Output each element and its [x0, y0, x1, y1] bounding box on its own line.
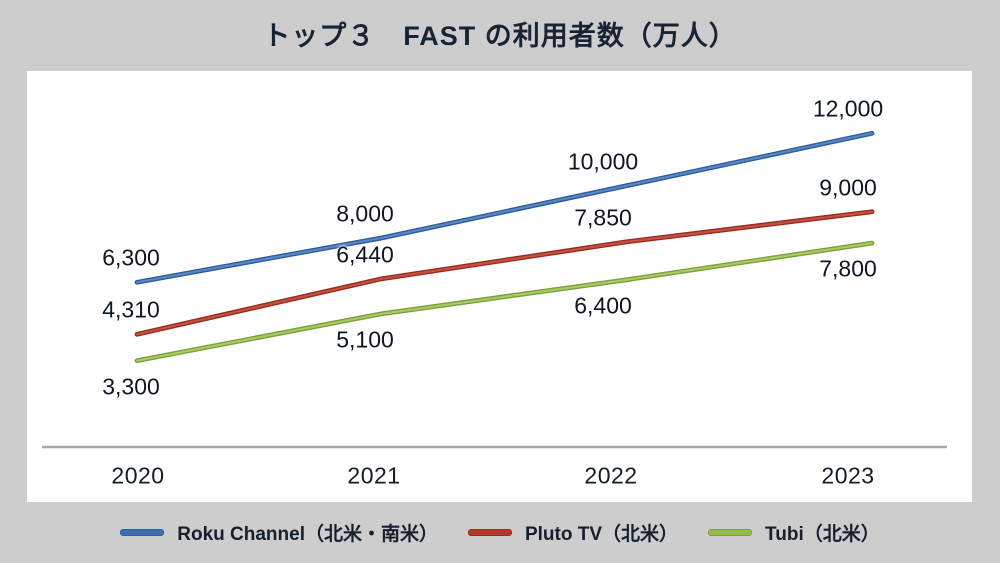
data-label-tubi-2020: 3,300	[102, 373, 160, 400]
legend-label-roku-channel: Roku Channel（北米・南米）	[177, 523, 438, 545]
data-label-roku-channel-2022: 10,000	[567, 148, 639, 175]
x-tick-2022: 2022	[584, 462, 638, 489]
legend-item-roku-channel: Roku Channel（北米・南米）	[120, 519, 438, 546]
chart-title: トップ３ FAST の利用者数（万人）	[263, 21, 737, 51]
x-tick-2023: 2023	[821, 462, 875, 489]
data-label-pluto-tv-2023: 9,000	[819, 174, 877, 201]
x-tick-2020: 2020	[111, 462, 165, 489]
tubi-line-highlight	[136, 242, 873, 362]
data-label-roku-channel-2023: 12,000	[812, 95, 884, 122]
legend-item-tubi: Tubi（北米）	[708, 519, 880, 546]
legend-label-pluto-tv: Pluto TV（北米）	[524, 523, 679, 545]
pluto-tv-line-highlight	[136, 210, 873, 336]
x-tick-2021: 2021	[347, 462, 401, 489]
tubi-line-swatch-icon	[708, 528, 753, 536]
data-label-pluto-tv-2021: 6,440	[336, 241, 394, 268]
line-plot	[42, 130, 947, 449]
pluto-tv-line	[134, 209, 875, 337]
data-label-tubi-2021: 5,100	[336, 326, 394, 353]
pluto-tv-line-swatch-icon	[467, 528, 512, 536]
data-label-pluto-tv-2022: 7,850	[574, 204, 632, 231]
data-label-pluto-tv-2020: 4,310	[102, 296, 160, 323]
roku-channel-line-highlight	[136, 132, 873, 284]
legend-label-tubi: Tubi（北米）	[765, 523, 880, 545]
legend: Roku Channel（北米・南米） Pluto TV（北米） Tubi（北米…	[0, 517, 1000, 547]
data-label-roku-channel-2021: 8,000	[336, 200, 394, 227]
data-label-tubi-2022: 6,400	[574, 292, 632, 319]
roku-channel-line-swatch-icon	[120, 528, 165, 536]
data-label-roku-channel-2020: 6,300	[102, 244, 160, 271]
legend-item-pluto-tv: Pluto TV（北米）	[467, 519, 679, 546]
plot-area: 6,300 8,000 10,000 12,000 4,310 6,440 7,850 9,0…	[27, 71, 972, 502]
data-label-tubi-2023: 7,800	[819, 255, 877, 282]
